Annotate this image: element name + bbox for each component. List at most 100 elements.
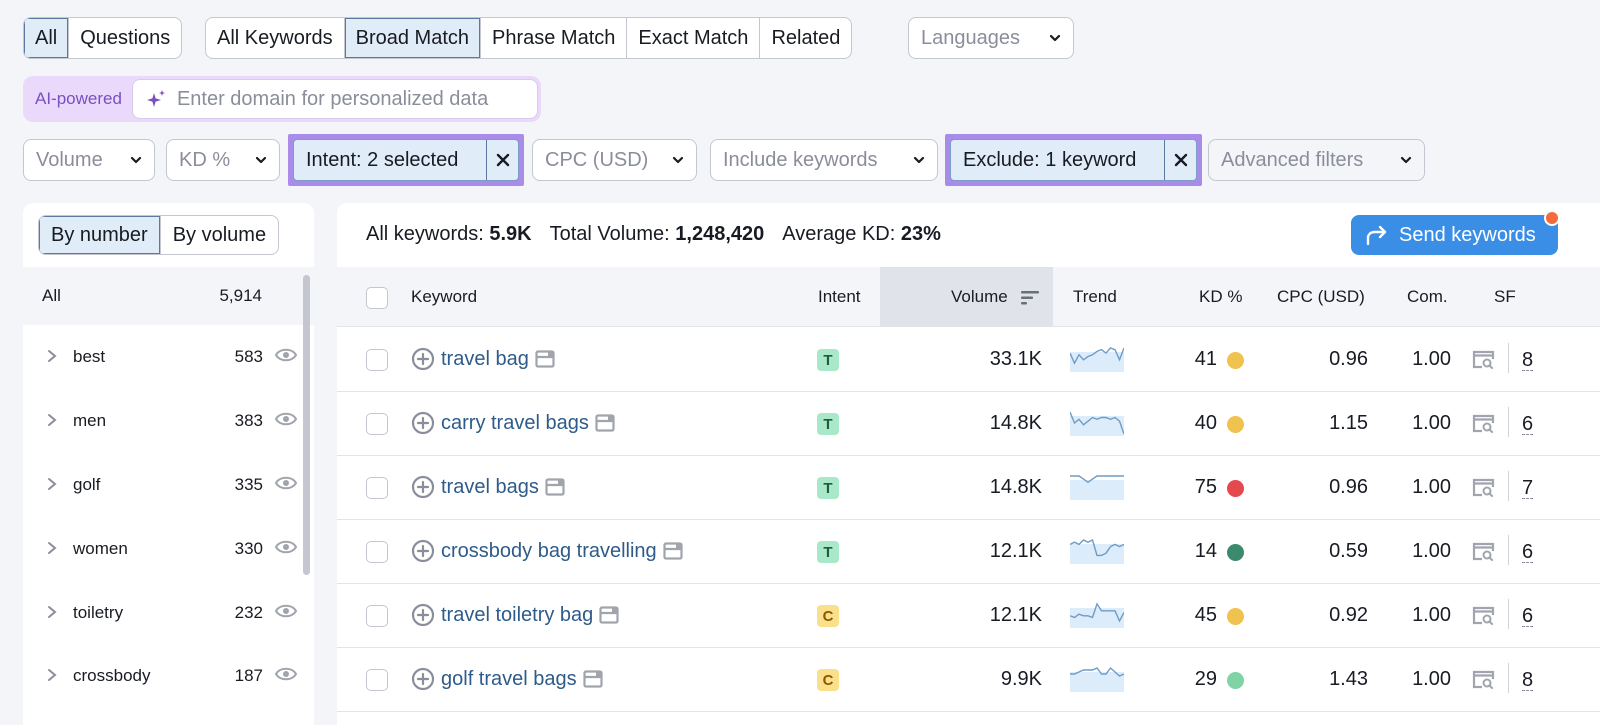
chevron-right-icon[interactable]: [47, 541, 57, 555]
domain-input[interactable]: [176, 87, 537, 111]
serp-features-icon[interactable]: [1472, 606, 1496, 626]
row-checkbox[interactable]: [366, 605, 388, 627]
group-item[interactable]: best 583: [23, 325, 303, 389]
add-to-list-icon[interactable]: [411, 411, 435, 435]
group-item[interactable]: golf 335: [23, 453, 303, 517]
match-type-tabs: All Keywords Broad Match Phrase Match Ex…: [205, 17, 853, 59]
row-checkbox[interactable]: [366, 349, 388, 371]
keyword-link[interactable]: carry travel bags: [441, 411, 589, 434]
eye-icon[interactable]: [274, 474, 298, 492]
advanced-filters-dropdown[interactable]: Advanced filters: [1208, 139, 1425, 181]
tab-related[interactable]: Related: [771, 26, 841, 49]
select-all-checkbox[interactable]: [366, 287, 388, 309]
header-trend[interactable]: Trend: [1073, 287, 1117, 306]
group-item[interactable]: crossbody 187: [23, 644, 303, 708]
eye-icon[interactable]: [274, 410, 298, 428]
add-to-list-icon[interactable]: [411, 347, 435, 371]
sf-count[interactable]: 8: [1522, 669, 1534, 691]
eye-icon[interactable]: [274, 602, 298, 620]
group-item[interactable]: women 330: [23, 517, 303, 581]
group-count: 583: [234, 347, 263, 366]
send-keywords-button[interactable]: Send keywords: [1351, 215, 1558, 255]
languages-dropdown[interactable]: Languages: [908, 17, 1074, 59]
keyword-link[interactable]: travel toiletry bag: [441, 603, 594, 626]
intent-badge: T: [817, 477, 839, 499]
cpc-filter[interactable]: CPC (USD): [532, 139, 697, 181]
add-to-list-icon[interactable]: [411, 667, 435, 691]
tab-exact-match[interactable]: Exact Match: [627, 18, 761, 58]
tab-all-keywords[interactable]: All Keywords: [206, 18, 345, 58]
chevron-right-icon[interactable]: [47, 477, 57, 491]
table-row: travel toiletry bag C 12.1K 45 0.92 1.00…: [337, 584, 1600, 648]
eye-icon[interactable]: [274, 665, 298, 683]
tab-by-number[interactable]: By number: [39, 216, 161, 254]
keyword-link[interactable]: travel bags: [441, 475, 539, 498]
add-to-list-icon[interactable]: [411, 475, 435, 499]
keyword-link[interactable]: crossbody bag travelling: [441, 539, 657, 562]
serp-features-icon[interactable]: [1472, 350, 1496, 370]
chevron-right-icon[interactable]: [47, 413, 57, 427]
group-item[interactable]: men 383: [23, 389, 303, 453]
eye-icon[interactable]: [274, 346, 298, 364]
group-item[interactable]: toiletry 232: [23, 581, 303, 645]
serp-features-icon[interactable]: [1472, 670, 1496, 690]
average-kd-label: Average KD:: [782, 223, 896, 245]
row-checkbox[interactable]: [366, 413, 388, 435]
volume-filter[interactable]: Volume: [23, 139, 155, 181]
kd-value: 45: [1194, 604, 1217, 626]
groups-scrollbar[interactable]: [303, 275, 310, 575]
kd-value: 41: [1194, 348, 1217, 370]
serp-preview-icon[interactable]: [595, 414, 615, 432]
serp-preview-icon[interactable]: [663, 542, 683, 560]
kd-difficulty-dot: [1227, 608, 1244, 625]
row-checkbox[interactable]: [366, 541, 388, 563]
sf-count[interactable]: 6: [1522, 605, 1534, 627]
sort-descending-icon[interactable]: [1021, 291, 1041, 305]
row-checkbox[interactable]: [366, 669, 388, 691]
intent-filter-chip[interactable]: Intent: 2 selected: [293, 139, 519, 181]
group-all-row[interactable]: All 5,914: [23, 267, 314, 325]
header-kd[interactable]: KD %: [1199, 287, 1243, 306]
tab-by-volume[interactable]: By volume: [172, 223, 267, 246]
serp-preview-icon[interactable]: [583, 670, 603, 688]
header-volume[interactable]: Volume: [951, 287, 1008, 306]
keyword-link[interactable]: travel bag: [441, 347, 529, 370]
serp-preview-icon[interactable]: [535, 350, 555, 368]
chevron-right-icon[interactable]: [47, 668, 57, 682]
sf-count[interactable]: 8: [1522, 349, 1534, 371]
sf-divider: [1508, 343, 1509, 373]
row-checkbox[interactable]: [366, 477, 388, 499]
sf-count[interactable]: 7: [1522, 477, 1534, 499]
tab-questions[interactable]: Questions: [80, 26, 171, 49]
header-keyword[interactable]: Keyword: [411, 287, 478, 306]
tab-broad-match[interactable]: Broad Match: [344, 18, 481, 58]
serp-preview-icon[interactable]: [599, 606, 619, 624]
chevron-right-icon[interactable]: [47, 349, 57, 363]
chevron-down-icon: [255, 156, 267, 164]
add-to-list-icon[interactable]: [411, 603, 435, 627]
clear-intent-filter-button[interactable]: [486, 140, 518, 180]
clear-exclude-filter-button[interactable]: [1164, 140, 1196, 180]
tab-all[interactable]: All: [24, 18, 70, 58]
serp-preview-icon[interactable]: [545, 478, 565, 496]
add-to-list-icon[interactable]: [411, 539, 435, 563]
serp-features-icon[interactable]: [1472, 542, 1496, 562]
serp-features-icon[interactable]: [1472, 414, 1496, 434]
exclude-filter-chip[interactable]: Exclude: 1 keyword: [950, 139, 1197, 181]
header-intent[interactable]: Intent: [818, 287, 861, 306]
kd-filter[interactable]: KD %: [166, 139, 280, 181]
sf-count[interactable]: 6: [1522, 413, 1534, 435]
header-sf[interactable]: SF: [1494, 287, 1516, 306]
header-cpc[interactable]: CPC (USD): [1277, 287, 1365, 306]
tab-phrase-match[interactable]: Phrase Match: [481, 18, 628, 58]
kd-value: 29: [1194, 668, 1217, 690]
ai-powered-badge: AI-powered: [35, 89, 122, 108]
sf-count[interactable]: 6: [1522, 541, 1534, 563]
chevron-right-icon[interactable]: [47, 605, 57, 619]
eye-icon[interactable]: [274, 538, 298, 556]
include-keywords-filter[interactable]: Include keywords: [710, 139, 938, 181]
serp-features-icon[interactable]: [1472, 478, 1496, 498]
keyword-link[interactable]: golf travel bags: [441, 667, 577, 690]
header-com[interactable]: Com.: [1407, 287, 1448, 306]
exclude-filter-label: Exclude: 1 keyword: [963, 148, 1137, 171]
